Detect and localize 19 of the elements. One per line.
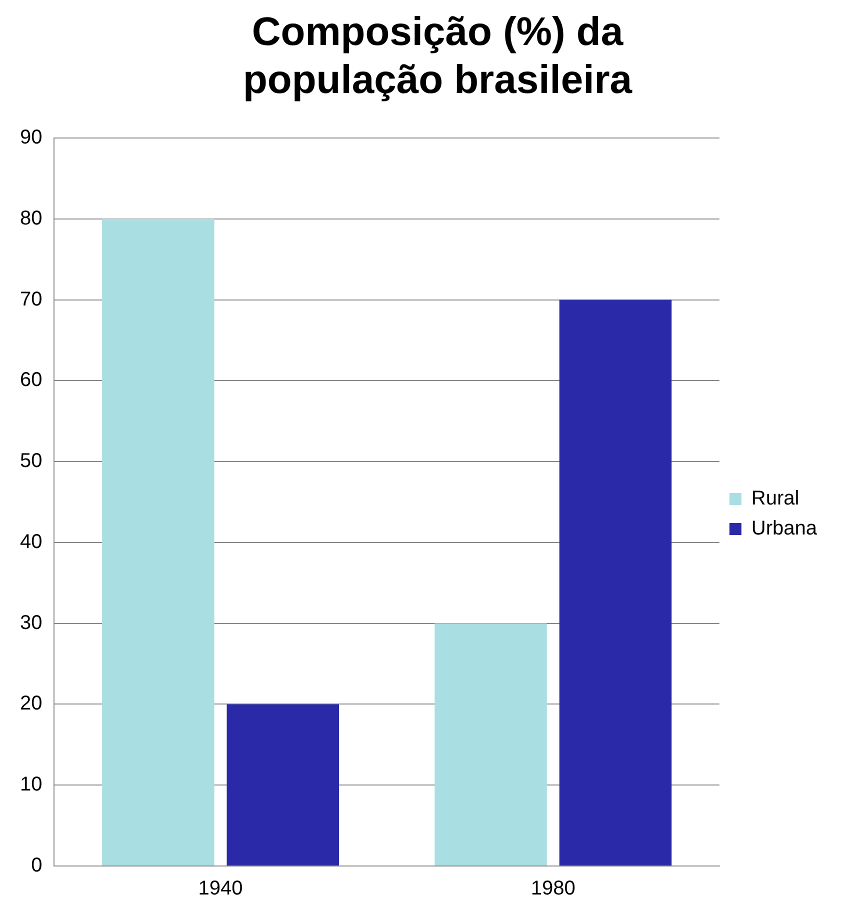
chart-title: Composição (%) da população brasileira xyxy=(242,9,634,104)
y-tick-label: 0 xyxy=(31,854,42,877)
x-tick-label: 1980 xyxy=(530,878,576,900)
bar xyxy=(434,623,547,866)
y-tick-label: 50 xyxy=(20,450,42,472)
legend-label: Urbana xyxy=(751,518,818,540)
y-tick-label: 70 xyxy=(20,288,42,310)
y-tick-label: 10 xyxy=(20,774,42,796)
y-tick-label: 40 xyxy=(20,530,42,553)
bar xyxy=(559,300,672,866)
bar xyxy=(102,218,214,866)
legend-label: Rural xyxy=(751,488,800,510)
y-tick-label: 80 xyxy=(20,207,42,230)
x-tick-label: 1940 xyxy=(198,878,243,900)
y-tick-label: 30 xyxy=(20,612,42,634)
bar xyxy=(226,704,340,866)
y-tick-label: 60 xyxy=(20,369,42,392)
y-tick-label: 90 xyxy=(20,126,42,149)
y-tick-label: 20 xyxy=(20,692,42,715)
